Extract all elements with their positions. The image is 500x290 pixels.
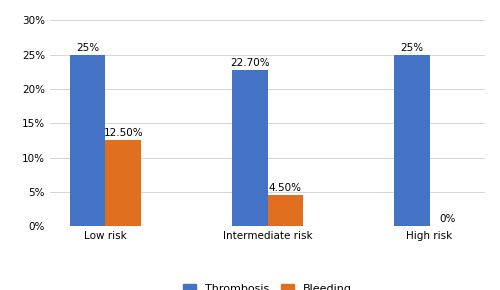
- Text: 4.50%: 4.50%: [269, 183, 302, 193]
- Text: 22.70%: 22.70%: [230, 58, 270, 68]
- Bar: [70, 55, 106, 226]
- Bar: [268, 195, 303, 226]
- Bar: [106, 140, 141, 226]
- Text: 12.50%: 12.50%: [104, 128, 143, 138]
- Text: 25%: 25%: [76, 43, 99, 52]
- Bar: [232, 70, 268, 226]
- Bar: [394, 55, 430, 226]
- Text: 0%: 0%: [439, 214, 456, 224]
- Text: 25%: 25%: [400, 43, 423, 52]
- Legend: Thrombosis, Bleeding: Thrombosis, Bleeding: [178, 280, 356, 290]
